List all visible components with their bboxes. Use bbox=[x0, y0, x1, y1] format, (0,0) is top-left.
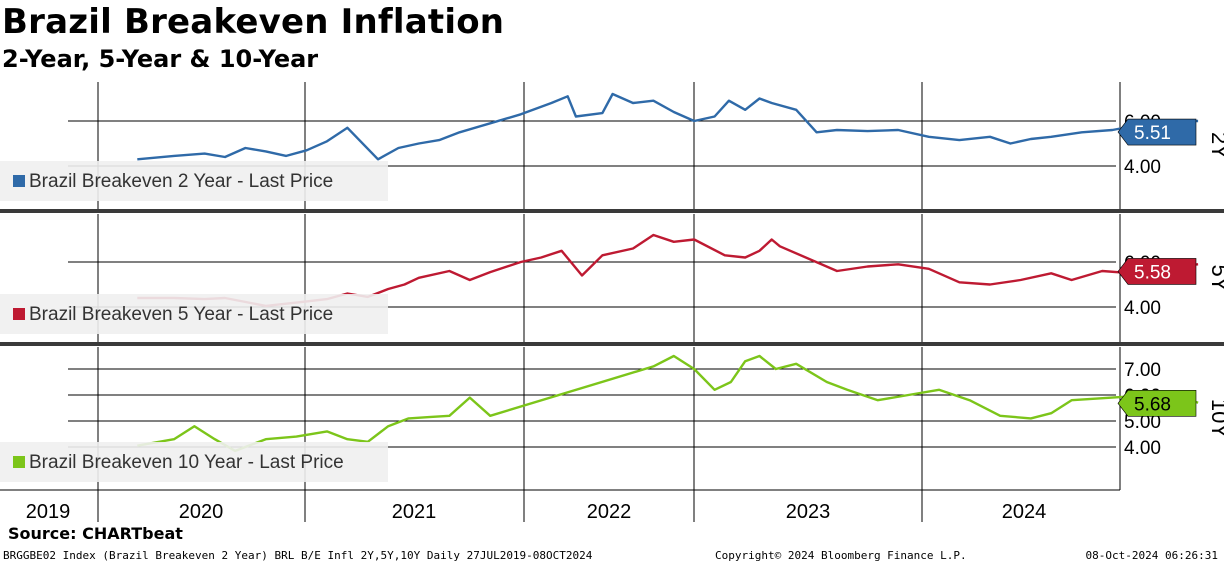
legend-box bbox=[0, 294, 388, 334]
last-value-tag bbox=[1117, 390, 1197, 417]
last-value-label: 5.51 bbox=[1134, 123, 1171, 144]
x-tick-label: 2021 bbox=[392, 501, 437, 523]
legend-label: Brazil Breakeven 10 Year - Last Price bbox=[29, 452, 344, 473]
legend-box bbox=[0, 442, 388, 482]
y-tick-label: 7.00 bbox=[1124, 360, 1161, 381]
y-tick-label: 5.00 bbox=[1124, 412, 1161, 433]
legend-swatch bbox=[13, 456, 25, 468]
panel-axis-label: 5Y bbox=[1207, 265, 1224, 292]
y-tick-label: 4.00 bbox=[1124, 438, 1161, 459]
legend-label: Brazil Breakeven 5 Year - Last Price bbox=[29, 304, 333, 325]
panel-axis-label: 10Y bbox=[1207, 399, 1224, 438]
chart-subtitle: 2-Year, 5-Year & 10-Year bbox=[2, 45, 319, 73]
series-line-2Y bbox=[137, 92, 1199, 161]
footer-timestamp: 08-Oct-2024 06:26:31 bbox=[1085, 549, 1218, 562]
y-tick-label: 4.00 bbox=[1124, 298, 1161, 319]
panel-divider bbox=[0, 209, 1224, 213]
panel-axis-label: 2Y bbox=[1207, 132, 1224, 159]
x-tick-label: 2022 bbox=[587, 501, 632, 523]
footer-copyright: Copyright© 2024 Bloomberg Finance L.P. bbox=[715, 549, 967, 562]
x-tick-label: 2019 bbox=[26, 501, 71, 523]
legend-box bbox=[0, 161, 388, 201]
x-tick-label: 2023 bbox=[786, 501, 831, 523]
legend-swatch bbox=[13, 308, 25, 320]
series-line-10Y bbox=[137, 354, 1199, 453]
last-value-label: 5.58 bbox=[1134, 262, 1171, 283]
y-tick-label: 4.00 bbox=[1124, 157, 1161, 178]
x-tick-label: 2020 bbox=[179, 501, 224, 523]
last-value-label: 5.68 bbox=[1134, 394, 1171, 415]
legend-swatch bbox=[13, 175, 25, 187]
last-value-tag bbox=[1117, 118, 1197, 146]
panel-divider bbox=[0, 342, 1224, 346]
last-value-tag bbox=[1117, 258, 1197, 285]
chart-title: Brazil Breakeven Inflation bbox=[2, 2, 505, 42]
source-label: Source: CHARTbeat bbox=[8, 524, 183, 543]
legend-label: Brazil Breakeven 2 Year - Last Price bbox=[29, 171, 333, 192]
footer-ticker: BRGGBE02 Index (Brazil Breakeven 2 Year)… bbox=[3, 549, 593, 562]
x-tick-label: 2024 bbox=[1002, 501, 1047, 523]
